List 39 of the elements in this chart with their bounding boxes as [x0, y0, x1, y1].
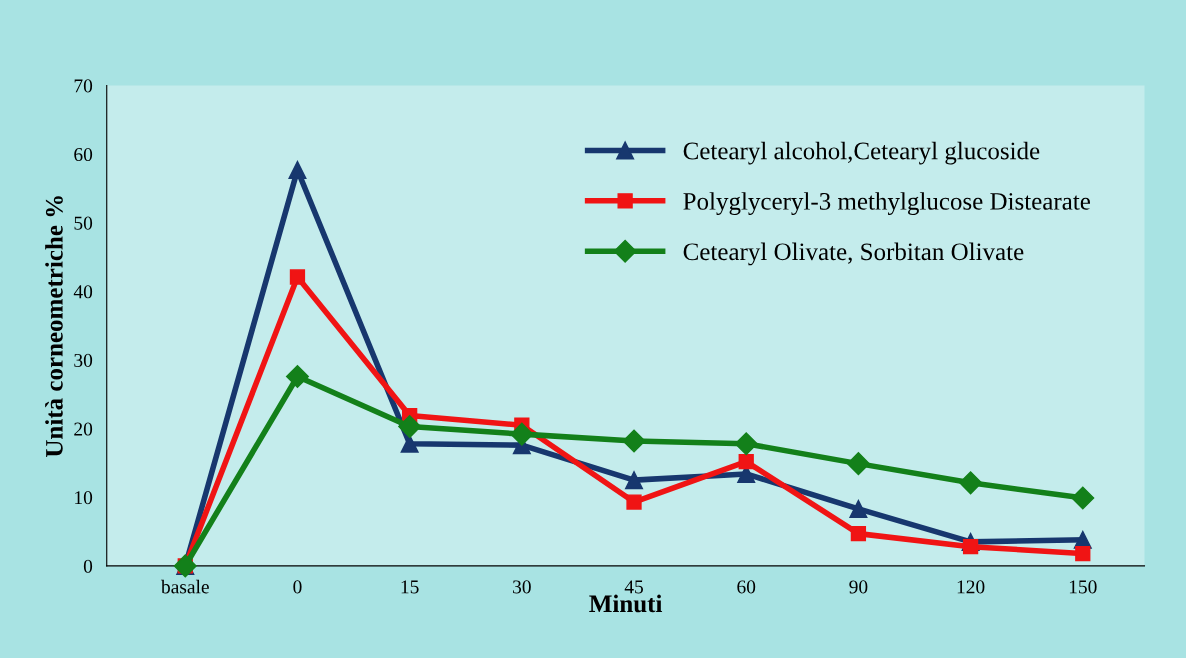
x-tick-label: 60 — [737, 580, 756, 594]
point — [738, 453, 754, 470]
x-tick-label: 0 — [293, 580, 302, 594]
point — [289, 269, 306, 285]
point — [1075, 545, 1091, 562]
point — [846, 452, 870, 476]
legend-label: Polyglyceryl-3 methylglucose Distearate — [683, 192, 1090, 215]
x-tick-label: 90 — [849, 580, 868, 594]
y-tick-label: 20 — [74, 422, 93, 436]
y-tick-label: 70 — [74, 79, 93, 93]
point — [962, 539, 979, 555]
y-tick-label: 10 — [75, 491, 93, 505]
point — [850, 525, 867, 542]
x-tick-label: 150 — [1069, 580, 1097, 594]
legend-label: Cetearyl Olivate, Sorbitan Olivate — [683, 242, 1024, 266]
point — [288, 160, 307, 179]
legend-label: Cetearyl alcohol,Cetearyl glucoside — [683, 141, 1040, 165]
point — [398, 415, 422, 439]
y-tick-label: 40 — [73, 285, 93, 299]
x-tick-label: basale — [160, 579, 209, 594]
x-tick-label: 120 — [957, 580, 985, 594]
x-tick-label: 30 — [513, 580, 531, 594]
y-tick-label: 30 — [74, 353, 93, 367]
x-tick-label: 15 — [401, 580, 419, 594]
point — [849, 499, 868, 518]
y-tick-label: 50 — [74, 216, 93, 230]
y-tick-label: 0 — [83, 559, 93, 573]
point — [285, 364, 309, 388]
x-axis-title: Minuti — [589, 594, 663, 613]
y-tick-label: 60 — [74, 147, 93, 162]
point — [510, 422, 534, 446]
point — [625, 471, 644, 490]
point — [1071, 486, 1095, 510]
point — [734, 432, 758, 456]
point — [626, 494, 642, 510]
point — [622, 429, 646, 453]
y-axis-title: Unità corneometriche % — [45, 196, 63, 457]
point — [959, 471, 983, 495]
x-tick-label: 45 — [624, 580, 643, 594]
